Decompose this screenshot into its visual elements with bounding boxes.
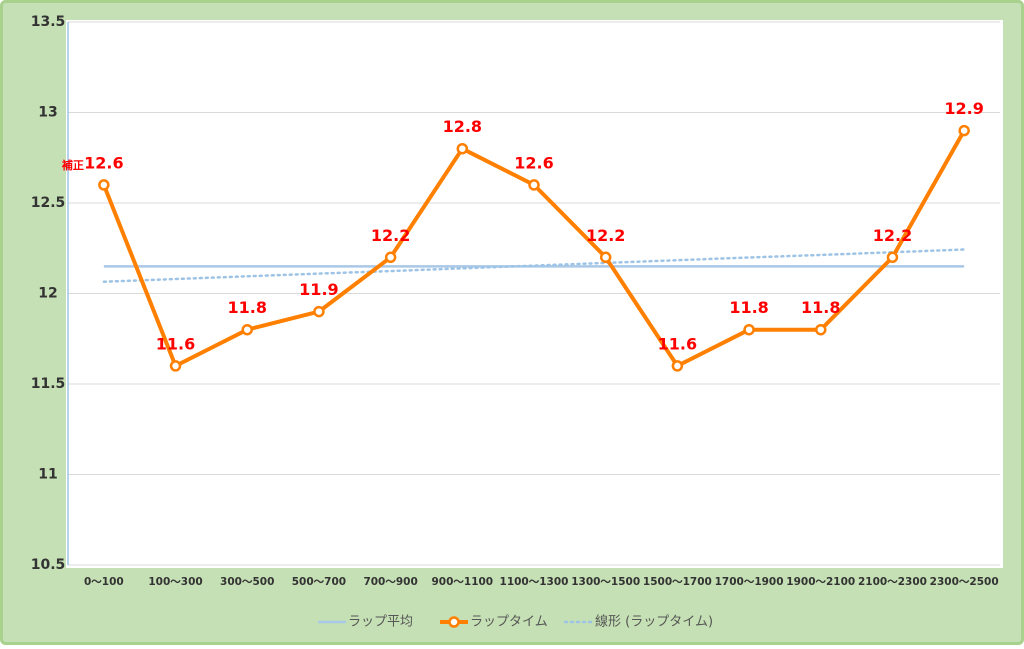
data-label: 11.8 [729,298,768,317]
point [384,251,397,264]
point [169,360,182,372]
data-label: 12.9 [944,99,983,118]
y-tick-label: 13.5 [31,14,66,30]
annotation: 補正 [61,158,84,172]
series-line [102,248,966,283]
y-tick-label: 12 [38,286,57,302]
x-tick-label: 900～1100 [431,576,493,588]
x-tick-label: 700～900 [363,576,417,588]
x-tick-label: 1500～1700 [643,576,712,588]
data-label: 12.2 [873,226,912,245]
point [98,179,110,191]
point [886,251,899,264]
data-label: 11.8 [801,298,840,317]
x-tick-label: 100～300 [148,576,202,588]
data-label: 11.8 [227,298,266,317]
point [815,323,827,336]
x-tick-label: 300～500 [220,576,274,588]
data-label: 11.9 [299,280,338,299]
legend-label: 線形 (ラップタイム) [595,614,713,630]
legend-marker [448,616,460,628]
data-label: 11.6 [658,334,697,353]
x-tick-label: 1300～1500 [571,576,640,588]
data-label: 12.2 [586,226,625,245]
y-tick-label: 10.5 [31,557,66,573]
point [958,124,970,137]
x-tick-label: 1900～2100 [786,576,855,588]
y-tick-label: 11 [38,467,57,483]
point [671,360,684,372]
x-tick-label: 1700～1900 [715,576,784,588]
x-tick-label: 0～100 [84,576,124,588]
data-label: 12.6 [84,153,123,172]
x-tick-label: 500～700 [292,576,346,588]
point [528,179,540,191]
x-tick-label: 2300～2500 [930,576,999,588]
data-label: 12.8 [443,117,482,136]
x-tick-label: 1100～1300 [500,576,569,588]
y-tick-label: 12.5 [31,195,66,211]
point [743,323,755,336]
point [456,142,469,155]
data-label: 12.2 [371,226,410,245]
x-tick-label: 2100～2300 [858,576,927,588]
data-label: 11.6 [156,334,195,353]
legend-label: ラップタイム [470,615,548,630]
point [241,323,253,336]
legend-label: ラップ平均 [348,615,413,630]
point [313,305,325,318]
data-label: 12.6 [514,153,553,172]
point [599,251,612,264]
y-tick-label: 11.5 [31,376,66,392]
y-tick-label: 13 [38,105,57,121]
